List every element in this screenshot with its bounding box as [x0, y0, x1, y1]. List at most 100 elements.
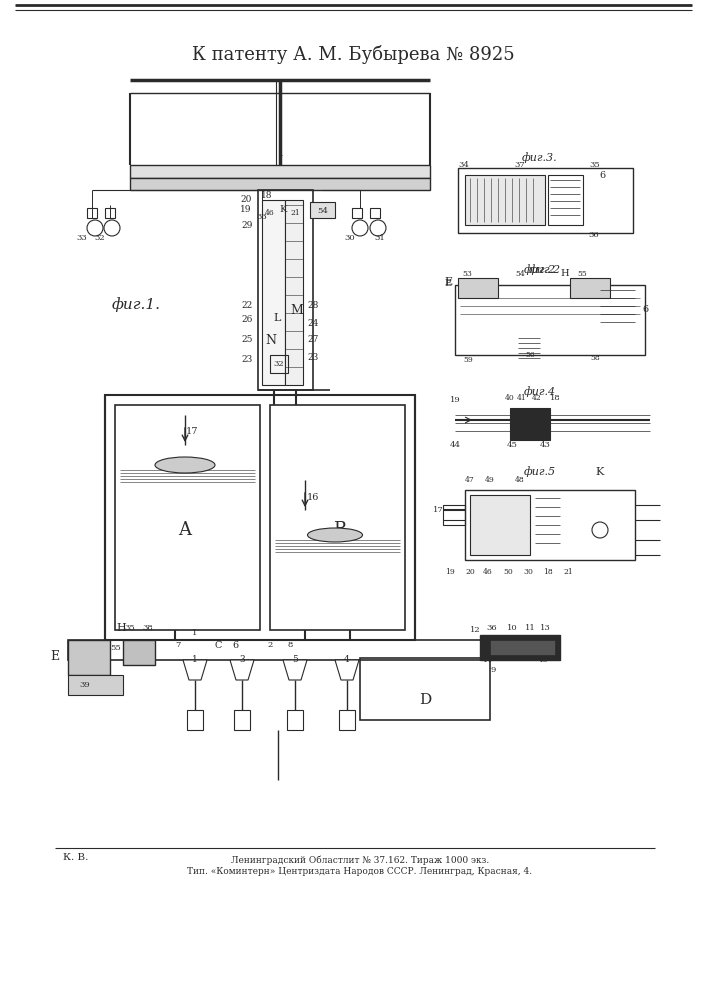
Text: 46: 46 [265, 209, 275, 217]
Text: 1: 1 [192, 629, 198, 637]
Bar [310, 202, 335, 218]
Text: фиг.2: фиг.2 [529, 265, 561, 275]
Text: 18: 18 [543, 568, 553, 576]
Circle shape [352, 220, 368, 236]
Bar [458, 278, 498, 298]
Text: D: D [419, 693, 431, 707]
Text: M: M [291, 304, 303, 316]
Text: 5: 5 [292, 656, 298, 664]
Text: 27: 27 [308, 336, 319, 344]
Circle shape [104, 220, 120, 236]
Bar [339, 710, 355, 730]
Bar [510, 408, 550, 440]
Text: 35: 35 [590, 161, 600, 169]
Text: E: E [50, 650, 59, 662]
Polygon shape [183, 660, 207, 680]
Text: 56: 56 [525, 351, 535, 359]
Text: фиг.1.: фиг.1. [112, 298, 161, 312]
Text: L: L [274, 313, 281, 323]
Ellipse shape [155, 457, 215, 473]
Text: 23: 23 [308, 354, 319, 362]
Text: B: B [334, 521, 346, 539]
Text: 55: 55 [110, 644, 122, 652]
Text: 11: 11 [525, 624, 535, 632]
Text: 59: 59 [463, 356, 473, 364]
Text: 46: 46 [483, 568, 493, 576]
Bar [115, 405, 260, 630]
Text: 17: 17 [186, 428, 198, 436]
Polygon shape [230, 660, 254, 680]
Text: фиг.4: фиг.4 [524, 387, 556, 397]
Text: K: K [279, 206, 286, 215]
Text: 23: 23 [242, 356, 253, 364]
Bar [130, 178, 430, 190]
Text: 55: 55 [577, 270, 587, 278]
Ellipse shape [308, 528, 363, 542]
Text: 36: 36 [589, 231, 600, 239]
Bar [285, 200, 303, 385]
Text: 43: 43 [539, 441, 551, 449]
Text: 6: 6 [232, 641, 238, 650]
Text: 25: 25 [242, 336, 253, 344]
Text: E: E [445, 278, 452, 288]
Text: фиг.3.: фиг.3. [522, 153, 558, 163]
Bar [68, 640, 490, 660]
Text: фиг.5: фиг.5 [524, 467, 556, 477]
Text: 58: 58 [590, 354, 600, 362]
Text: Ленинградский Областлит № 37.162. Тираж 1000 экз.: Ленинградский Областлит № 37.162. Тираж … [231, 855, 489, 865]
Bar [68, 675, 123, 695]
Bar [234, 710, 250, 730]
Text: 1: 1 [278, 148, 284, 157]
Bar [570, 278, 610, 298]
Text: 18: 18 [262, 192, 273, 200]
Text: Тип. «Коминтерн» Центриздата Народов СССР. Ленинград, Красная, 4.: Тип. «Коминтерн» Центриздата Народов ССС… [187, 867, 532, 876]
Bar [262, 200, 285, 385]
Text: 37: 37 [515, 161, 525, 169]
Bar [480, 635, 560, 660]
Text: 6: 6 [599, 170, 605, 180]
Text: 17: 17 [433, 506, 443, 514]
Text: К. В.: К. В. [63, 854, 88, 862]
Text: 22: 22 [242, 300, 253, 310]
Text: 41: 41 [517, 394, 527, 402]
Text: К патенту А. М. Бубырева № 8925: К патенту А. М. Бубырева № 8925 [192, 45, 514, 64]
Text: 49: 49 [485, 476, 495, 484]
Bar [360, 658, 490, 720]
Bar [443, 505, 465, 525]
Bar [548, 175, 583, 225]
Text: 13: 13 [539, 624, 550, 632]
Circle shape [370, 220, 386, 236]
Text: 29: 29 [242, 221, 253, 230]
Bar [187, 710, 203, 730]
Bar [455, 285, 645, 355]
Text: 19: 19 [450, 396, 460, 404]
Text: 18: 18 [549, 394, 561, 402]
Text: 16: 16 [307, 492, 319, 502]
Text: 6: 6 [642, 306, 648, 314]
Bar [470, 495, 530, 555]
Bar [270, 355, 288, 373]
Text: 2: 2 [267, 641, 273, 649]
Text: 38: 38 [143, 624, 153, 632]
Bar [68, 640, 110, 675]
Text: 3: 3 [239, 656, 245, 664]
Bar [465, 175, 545, 225]
Bar [465, 490, 635, 560]
Bar [130, 165, 430, 178]
Text: 35: 35 [124, 624, 135, 632]
Text: 31: 31 [375, 234, 385, 242]
Bar [105, 395, 415, 640]
Text: 19: 19 [445, 568, 455, 576]
Text: 54: 54 [317, 207, 329, 215]
Text: фиг.2: фиг.2 [524, 265, 556, 275]
Text: 12: 12 [469, 626, 480, 634]
Text: 26: 26 [242, 316, 253, 324]
Text: K: K [596, 467, 604, 477]
Text: H: H [116, 623, 126, 633]
Text: 9: 9 [491, 666, 496, 674]
Text: 28: 28 [308, 300, 319, 310]
Text: 30: 30 [345, 234, 356, 242]
Text: 39: 39 [80, 681, 90, 689]
Text: 7: 7 [175, 641, 181, 649]
Polygon shape [335, 660, 359, 680]
